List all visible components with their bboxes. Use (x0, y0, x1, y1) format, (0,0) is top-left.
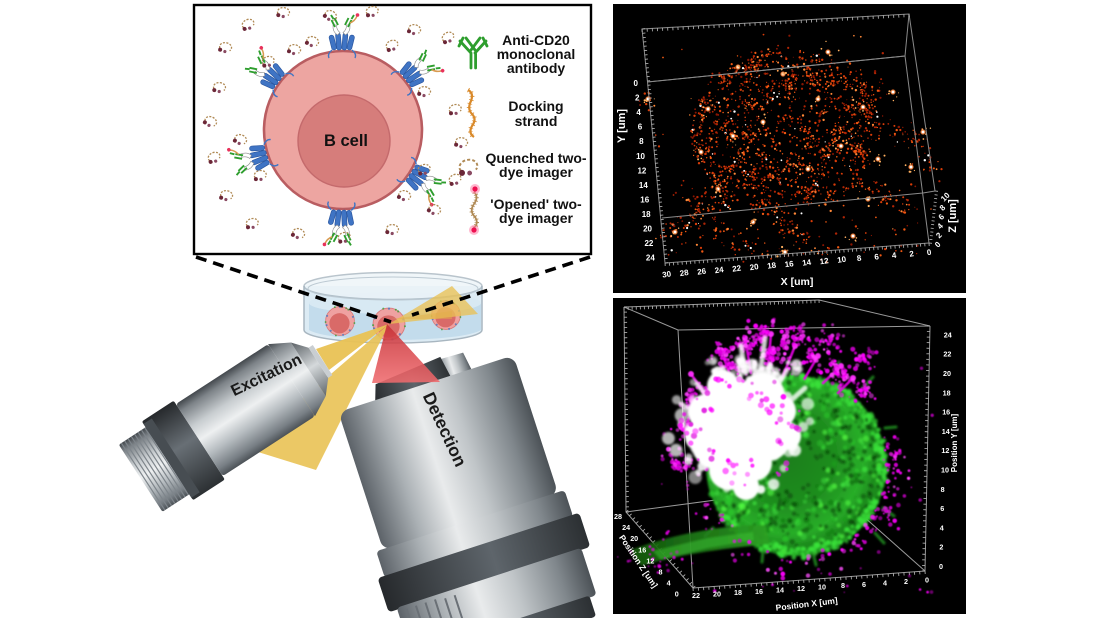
svg-text:0: 0 (933, 240, 943, 250)
svg-text:6: 6 (874, 252, 880, 262)
svg-text:X [um]: X [um] (781, 276, 814, 288)
svg-text:Anti-CD20: Anti-CD20 (502, 32, 570, 48)
svg-text:22: 22 (692, 591, 700, 600)
svg-text:4: 4 (891, 251, 897, 261)
svg-text:28: 28 (614, 512, 622, 521)
svg-text:10: 10 (941, 466, 949, 475)
svg-text:24: 24 (714, 265, 725, 275)
svg-text:18: 18 (943, 388, 951, 397)
svg-text:18: 18 (734, 588, 742, 597)
svg-text:8: 8 (659, 568, 663, 577)
svg-text:18: 18 (642, 210, 651, 219)
svg-text:8: 8 (841, 581, 845, 590)
svg-text:12: 12 (941, 446, 949, 455)
svg-text:strand: strand (515, 113, 558, 129)
svg-text:6: 6 (638, 123, 643, 132)
svg-text:12: 12 (646, 556, 654, 565)
svg-text:30: 30 (662, 269, 673, 279)
svg-text:0: 0 (925, 576, 929, 585)
svg-text:22: 22 (943, 350, 951, 359)
svg-text:24: 24 (944, 330, 952, 339)
svg-text:16: 16 (640, 195, 649, 204)
svg-text:14: 14 (802, 258, 813, 268)
svg-text:10: 10 (636, 152, 645, 161)
svg-text:antibody: antibody (507, 60, 566, 76)
svg-text:4: 4 (667, 579, 671, 588)
svg-text:14: 14 (776, 585, 784, 594)
svg-text:20: 20 (630, 534, 638, 543)
svg-text:20: 20 (943, 369, 951, 378)
svg-text:0: 0 (675, 590, 679, 599)
svg-text:B cell: B cell (324, 132, 368, 150)
svg-text:14: 14 (942, 427, 950, 436)
svg-text:12: 12 (819, 256, 830, 266)
svg-text:2: 2 (909, 249, 915, 259)
svg-text:Position Y [um]: Position Y [um] (950, 413, 959, 472)
svg-text:14: 14 (639, 181, 648, 190)
svg-text:4: 4 (636, 108, 641, 117)
svg-text:Docking: Docking (508, 98, 563, 114)
svg-text:8: 8 (856, 253, 862, 263)
svg-text:0: 0 (634, 79, 639, 88)
svg-text:2: 2 (635, 94, 640, 103)
svg-text:12: 12 (797, 584, 805, 593)
svg-text:22: 22 (644, 239, 653, 248)
svg-text:12: 12 (637, 166, 646, 175)
svg-text:0: 0 (939, 562, 943, 571)
svg-text:6: 6 (862, 580, 866, 589)
svg-text:4: 4 (883, 578, 887, 587)
svg-text:6: 6 (940, 504, 944, 513)
svg-text:20: 20 (713, 590, 721, 599)
svg-text:4: 4 (935, 221, 945, 231)
svg-text:16: 16 (638, 545, 646, 554)
svg-text:monoclonal: monoclonal (497, 46, 576, 62)
svg-text:24: 24 (622, 523, 630, 532)
svg-text:Y [um]: Y [um] (616, 109, 628, 143)
svg-text:20: 20 (749, 262, 760, 272)
svg-text:26: 26 (697, 266, 708, 276)
svg-text:18: 18 (767, 261, 778, 271)
svg-text:10: 10 (837, 255, 848, 265)
svg-text:2: 2 (939, 543, 943, 552)
svg-text:24: 24 (646, 254, 655, 263)
svg-text:6: 6 (937, 212, 947, 222)
svg-text:dye imager: dye imager (499, 210, 573, 226)
svg-text:8: 8 (938, 203, 948, 213)
svg-text:dye imager: dye imager (499, 164, 573, 180)
svg-text:8: 8 (639, 137, 644, 146)
svg-text:2: 2 (904, 577, 908, 586)
svg-text:0: 0 (926, 248, 932, 258)
svg-text:16: 16 (784, 259, 795, 269)
svg-text:'Opened' two-: 'Opened' two- (490, 196, 582, 212)
svg-text:2: 2 (934, 230, 944, 240)
svg-text:4: 4 (940, 523, 944, 532)
svg-text:10: 10 (818, 583, 826, 592)
svg-text:Z [um]: Z [um] (947, 199, 959, 233)
svg-text:28: 28 (679, 268, 690, 278)
svg-text:8: 8 (941, 485, 945, 494)
svg-text:16: 16 (755, 587, 763, 596)
svg-text:Quenched two-: Quenched two- (485, 150, 586, 166)
svg-text:20: 20 (643, 225, 652, 234)
svg-text:22: 22 (732, 263, 743, 273)
svg-text:16: 16 (942, 408, 950, 417)
